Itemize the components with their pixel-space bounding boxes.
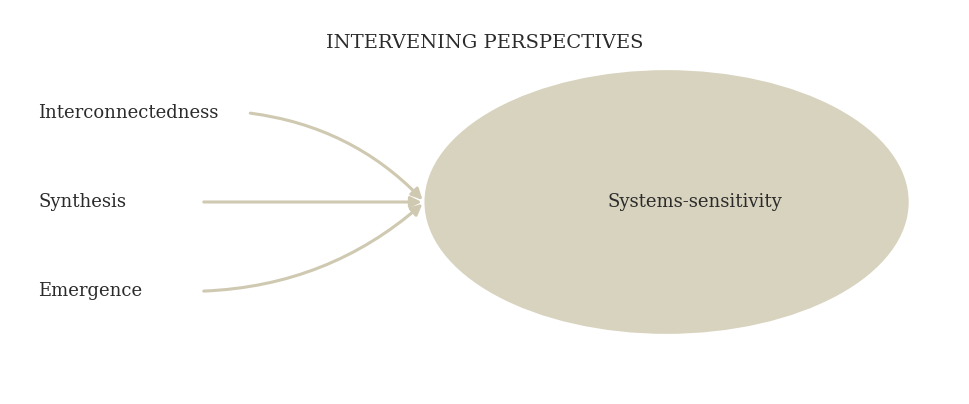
Text: Interconnectedness: Interconnectedness (38, 104, 218, 122)
FancyArrowPatch shape (250, 113, 420, 198)
Ellipse shape (424, 70, 908, 334)
Text: Systems-sensitivity: Systems-sensitivity (607, 193, 781, 211)
FancyArrowPatch shape (203, 198, 418, 206)
Text: Synthesis: Synthesis (38, 193, 126, 211)
FancyArrowPatch shape (203, 206, 420, 291)
Text: INTERVENING PERSPECTIVES: INTERVENING PERSPECTIVES (326, 34, 643, 52)
Text: Emergence: Emergence (38, 282, 142, 300)
